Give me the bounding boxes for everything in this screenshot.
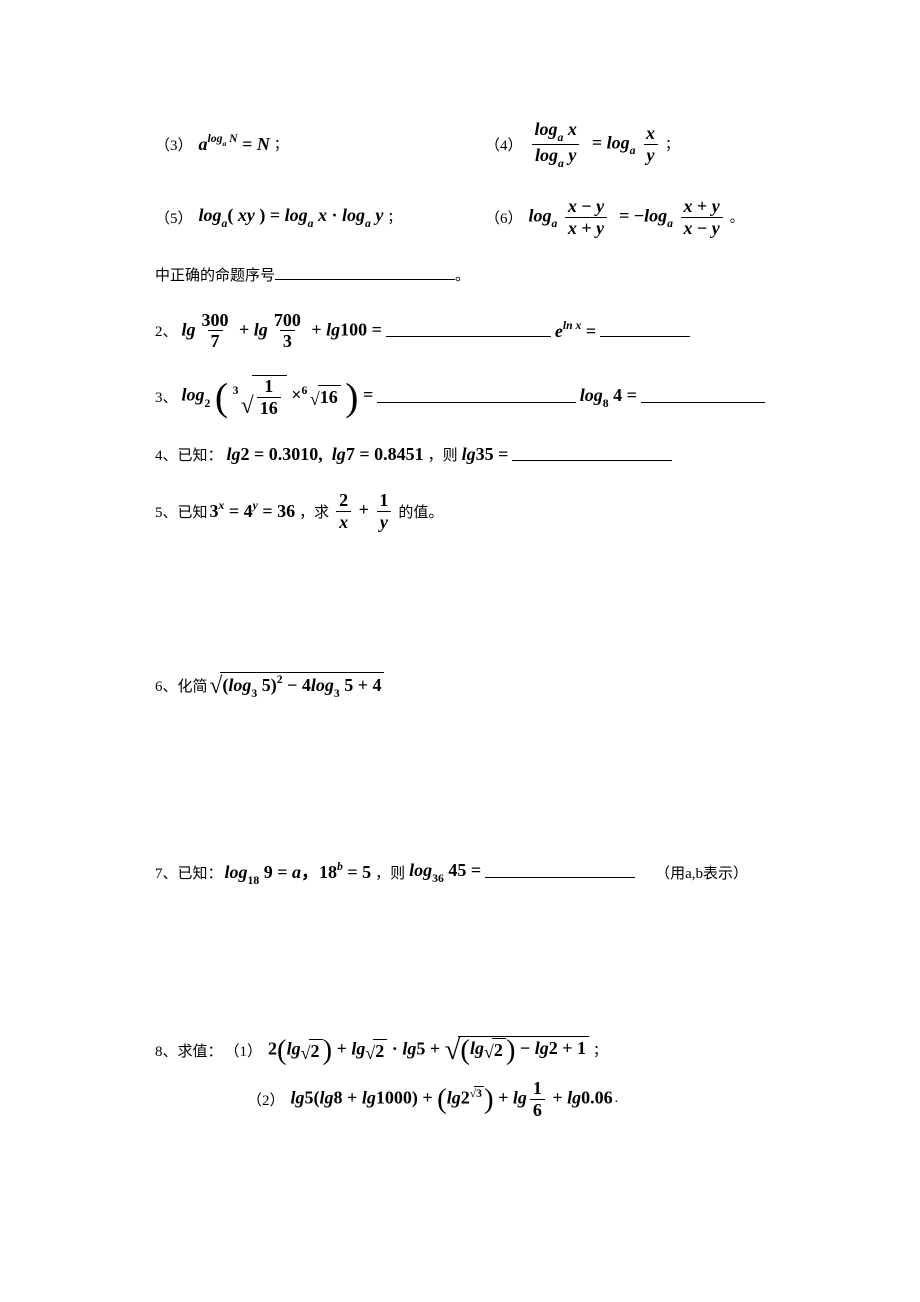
- q2-blank2: [600, 322, 690, 337]
- q3-part2: log8 4 =: [580, 385, 637, 409]
- q8-p1-label: （1）: [225, 1040, 263, 1061]
- question-6: 6、化简 √(log3 5)2 − 4log3 5 + 4: [155, 672, 765, 699]
- question-4: 4、已知： lg2 = 0.3010, lg7 = 0.8451 ，则 lg35…: [155, 444, 765, 465]
- q3-blank1: [377, 387, 576, 402]
- item-6: （6） loga x − yx + y = −loga x + yx − y 。: [485, 197, 744, 238]
- q8-p2-suffix: .: [615, 1091, 619, 1107]
- q8-part2-row: （2） lg5(lg8 + lg1000) + (lg2√3) + lg16 +…: [155, 1079, 765, 1120]
- q5-suffix: 的值。: [398, 501, 443, 522]
- item-5-math: loga( xy ) = loga x · loga y: [199, 205, 384, 229]
- question-3: 3、 log2 ( 3 √116 ×6 √16 ) = log8 4 =: [155, 375, 765, 418]
- q2-part2: eln x =: [555, 320, 596, 342]
- q8-p2-math: lg5(lg8 + lg1000) + (lg2√3) + lg16 + lg0…: [291, 1079, 613, 1120]
- q4-blank: [512, 445, 672, 460]
- item-5-label: （5）: [155, 207, 193, 228]
- q8-p1-suffix: ；: [593, 1040, 607, 1060]
- conclusion-prefix: 中正确的命题序号: [155, 264, 275, 285]
- question-7: 7、已知： log18 9 = a，18b = 5 ，则 log36 45 = …: [155, 858, 765, 886]
- q5-label: 5、已知: [155, 501, 208, 522]
- question-5: 5、已知 3x = 4y = 36 ，求 2x + 1y 的值。: [155, 491, 765, 532]
- conclusion-row: 中正确的命题序号 。: [155, 264, 765, 285]
- question-2: 2、 lg3007 + lg7003 + lg100 = eln x =: [155, 311, 765, 352]
- problem-row-5-6: （5） loga( xy ) = loga x · loga y ； （6） l…: [155, 197, 765, 238]
- q7-note: （用a,b表示）: [655, 862, 748, 883]
- q3-blank2: [641, 387, 765, 402]
- q7-label: 7、已知：: [155, 862, 223, 883]
- conclusion-suffix: 。: [455, 264, 470, 285]
- item-6-math: loga x − yx + y = −loga x + yx − y: [529, 197, 726, 238]
- q5-mid: ，求: [299, 501, 329, 522]
- item-5-suffix: ；: [387, 207, 401, 227]
- q2-label: 2、: [155, 320, 178, 341]
- q7-mid: ，则: [375, 862, 405, 883]
- q3-label: 3、: [155, 386, 178, 407]
- item-4: （4） loga xloga y = loga xy ；: [485, 120, 679, 169]
- problem-row-3-4: （3） aloga N = N ； （4） loga xloga y = log…: [155, 120, 765, 169]
- q4-given: lg2 = 0.3010, lg7 = 0.8451: [227, 444, 424, 465]
- q4-label: 4、已知：: [155, 444, 223, 465]
- q7-blank: [485, 863, 635, 878]
- q6-expr: √(log3 5)2 − 4log3 5 + 4: [210, 672, 385, 699]
- q8-part1-row: 8、求值： （1） 2(lg√2) + lg√2 · lg5 + √(lg√2)…: [155, 1036, 765, 1065]
- item-6-label: （6）: [485, 207, 523, 228]
- conclusion-blank: [275, 265, 455, 280]
- q7-given: log18 9 = a，18b = 5: [225, 858, 372, 886]
- q8-p2-label: （2）: [247, 1089, 285, 1110]
- q4-ask: lg35 =: [462, 444, 509, 465]
- item-4-label: （4）: [485, 134, 523, 155]
- q5-given: 3x = 4y = 36: [210, 500, 296, 522]
- q4-mid: ，则: [428, 444, 458, 465]
- q3-part1: log2 ( 3 √116 ×6 √16 ) =: [182, 375, 374, 418]
- item-6-suffix: 。: [730, 207, 744, 227]
- q8-label: 8、求值：: [155, 1040, 223, 1061]
- item-3-label: （3）: [155, 134, 193, 155]
- item-5: （5） loga( xy ) = loga x · loga y ；: [155, 205, 485, 229]
- item-3: （3） aloga N = N ；: [155, 133, 485, 155]
- item-3-math: aloga N = N: [199, 133, 270, 155]
- q7-ask: log36 45 =: [409, 860, 481, 884]
- q6-label: 6、化简: [155, 675, 208, 696]
- q5-ask: 2x + 1y: [333, 491, 394, 532]
- q2-part1: lg3007 + lg7003 + lg100 =: [182, 311, 382, 352]
- math-worksheet-page: （3） aloga N = N ； （4） loga xloga y = log…: [0, 0, 920, 1188]
- q8-p1-math: 2(lg√2) + lg√2 · lg5 + √(lg√2) − lg2 + 1: [268, 1036, 589, 1065]
- item-4-math: loga xloga y = loga xy: [529, 120, 661, 169]
- q2-blank1: [386, 322, 551, 337]
- item-4-suffix: ；: [665, 134, 679, 154]
- question-8: 8、求值： （1） 2(lg√2) + lg√2 · lg5 + √(lg√2)…: [155, 1036, 765, 1120]
- item-3-suffix: ；: [274, 134, 288, 154]
